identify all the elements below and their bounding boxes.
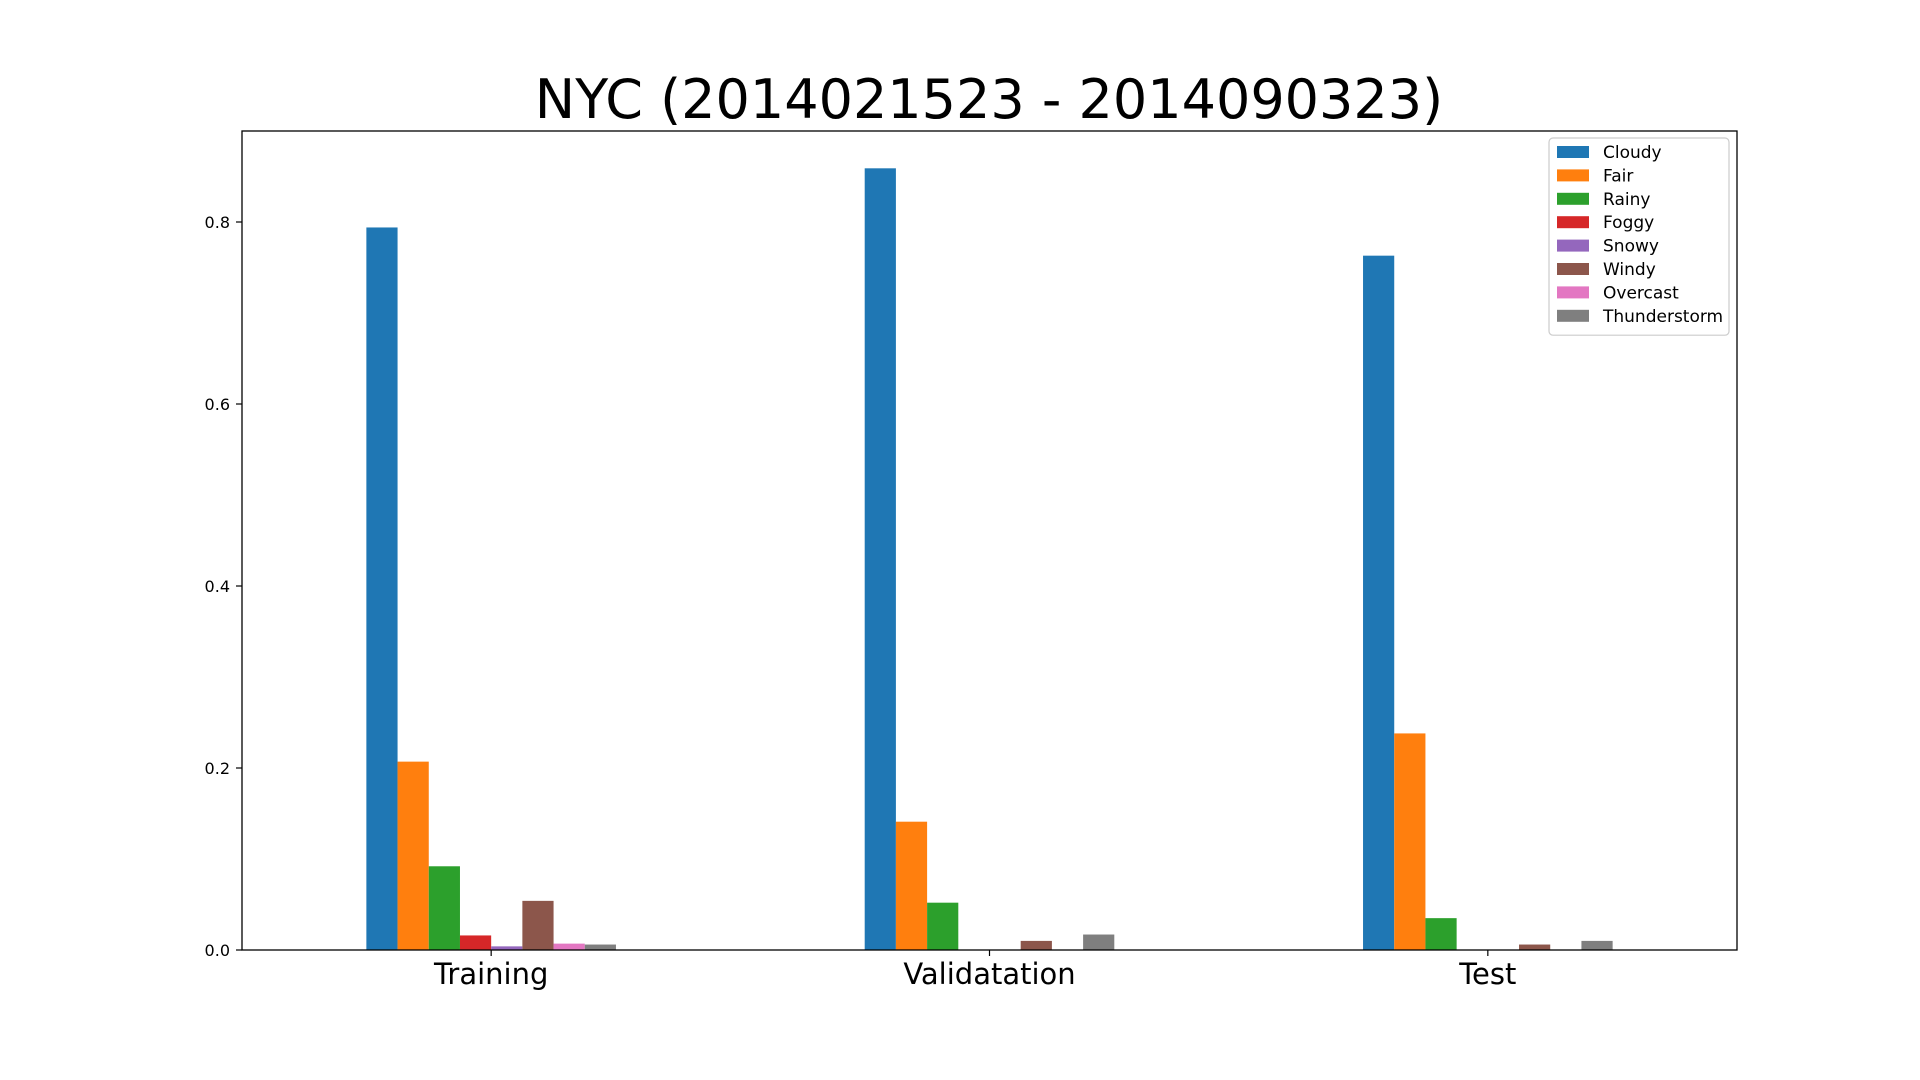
legend-swatch-fair — [1557, 169, 1589, 182]
y-tick-label: 0.4 — [205, 577, 230, 596]
legend-label-overcast: Overcast — [1603, 283, 1679, 303]
legend: Cloudy Fair Rainy Foggy Snowy Windy Overcast Th… — [1548, 137, 1730, 336]
legend-swatch-rainy — [1557, 192, 1589, 205]
legend-label-snowy: Snowy — [1603, 237, 1659, 257]
x-tick-label: Test — [1458, 957, 1516, 991]
axes-group: 0.0 0.2 0.4 0.6 0.8 Training Validatation Test — [205, 130, 1738, 991]
legend-swatch-windy — [1557, 263, 1589, 275]
bar-thunderstorm-validatation — [1083, 934, 1115, 950]
legend-swatch-overcast — [1557, 286, 1589, 299]
y-tick-label: 0.8 — [205, 213, 230, 232]
chart-title: NYC (2014021523 - 2014090323) — [535, 68, 1443, 131]
bar-rainy-validatation — [927, 902, 959, 950]
legend-label-cloudy: Cloudy — [1603, 143, 1662, 163]
bar-fair-training — [397, 761, 429, 950]
y-tick-label: 0.2 — [205, 759, 230, 778]
bar-cloudy-validatation — [864, 168, 896, 950]
y-tick-label: 0.0 — [205, 941, 230, 960]
plot-frame — [241, 130, 1738, 951]
legend-swatch-snowy — [1557, 239, 1589, 252]
legend-swatch-cloudy — [1557, 146, 1589, 158]
legend-swatch-foggy — [1557, 216, 1589, 229]
bar-foggy-training — [459, 935, 492, 950]
x-tick-label: Validatation — [903, 957, 1075, 991]
legend-label-windy: Windy — [1603, 260, 1656, 280]
bar-windy-validatation — [1020, 940, 1052, 950]
bar-rainy-training — [428, 866, 460, 950]
bar-thunderstorm-training — [584, 944, 616, 950]
bar-cloudy-test — [1363, 255, 1395, 951]
bar-cloudy-training — [366, 227, 398, 950]
bar-windy-training — [522, 900, 554, 950]
legend-box — [1548, 137, 1730, 336]
bars-group — [366, 168, 1613, 951]
bar-overcast-training — [553, 943, 585, 950]
bar-fair-test — [1394, 733, 1426, 950]
x-tick-label: Training — [433, 957, 548, 991]
bar-snowy-training — [491, 946, 523, 950]
bar-fair-validatation — [895, 821, 928, 950]
legend-label-rainy: Rainy — [1603, 190, 1650, 210]
bar-windy-test — [1519, 944, 1551, 950]
legend-label-thunderstorm: Thunderstorm — [1602, 307, 1723, 327]
legend-label-fair: Fair — [1603, 166, 1633, 186]
y-tick-label: 0.6 — [205, 395, 230, 414]
legend-swatch-thunderstorm — [1557, 309, 1589, 322]
bar-rainy-test — [1425, 918, 1457, 950]
bar-thunderstorm-test — [1581, 940, 1613, 950]
legend-label-foggy: Foggy — [1603, 213, 1654, 233]
